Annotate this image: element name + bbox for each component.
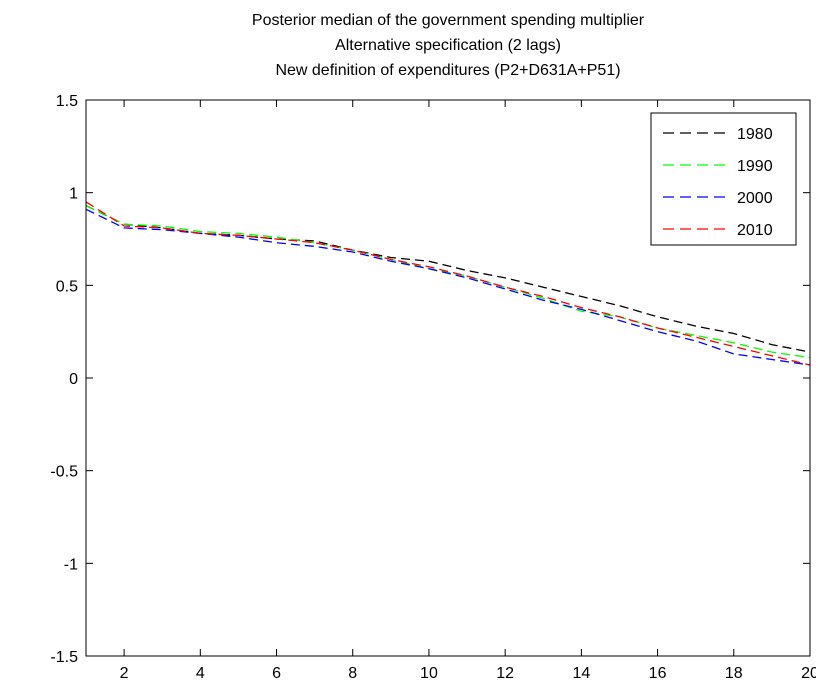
y-tick-label: -1	[64, 556, 78, 573]
x-tick-label: 18	[725, 665, 743, 680]
y-tick-label: -0.5	[50, 464, 78, 481]
legend: 1980 1990 2000 2010	[650, 112, 797, 246]
axis-tick-labels: 2 4 6 8 10 12 14 16 18 20 1.5 1 0.5 0 -0.5 -1 -1.5	[50, 93, 816, 680]
x-tick-label: 8	[348, 665, 357, 680]
series-line-1990	[85, 205, 811, 359]
plot-frame	[85, 99, 811, 657]
x-tick-label: 20	[801, 665, 816, 680]
series-lines	[85, 201, 811, 366]
chart-title-line-1: Posterior median of the government spend…	[252, 12, 645, 29]
chart-title-line-3: New definition of expenditures (P2+D631A…	[275, 62, 620, 79]
y-tick-label: 1	[69, 186, 78, 203]
legend-label-2010: 2010	[737, 222, 773, 239]
legend-label-1980: 1980	[737, 126, 773, 143]
series-line-2010	[85, 201, 811, 366]
legend-label-2000: 2000	[737, 190, 773, 207]
y-tick-label: 0.5	[56, 278, 78, 295]
y-tick-label: 1.5	[56, 93, 78, 110]
chart-title: Posterior median of the government spend…	[252, 12, 645, 79]
y-tick-label: -1.5	[50, 649, 78, 666]
x-tick-label: 2	[120, 665, 129, 680]
series-line-2000	[85, 208, 811, 366]
legend-label-1990: 1990	[737, 158, 773, 175]
legend-box	[650, 112, 797, 246]
x-tick-label: 12	[496, 665, 514, 680]
series-line-1980	[85, 205, 811, 353]
x-tick-label: 6	[272, 665, 281, 680]
y-tick-label: 0	[69, 371, 78, 388]
x-tick-label: 10	[420, 665, 438, 680]
x-tick-label: 4	[196, 665, 205, 680]
chart-title-line-2: Alternative specification (2 lags)	[335, 37, 561, 54]
x-tick-label: 16	[649, 665, 667, 680]
x-tick-label: 14	[572, 665, 590, 680]
